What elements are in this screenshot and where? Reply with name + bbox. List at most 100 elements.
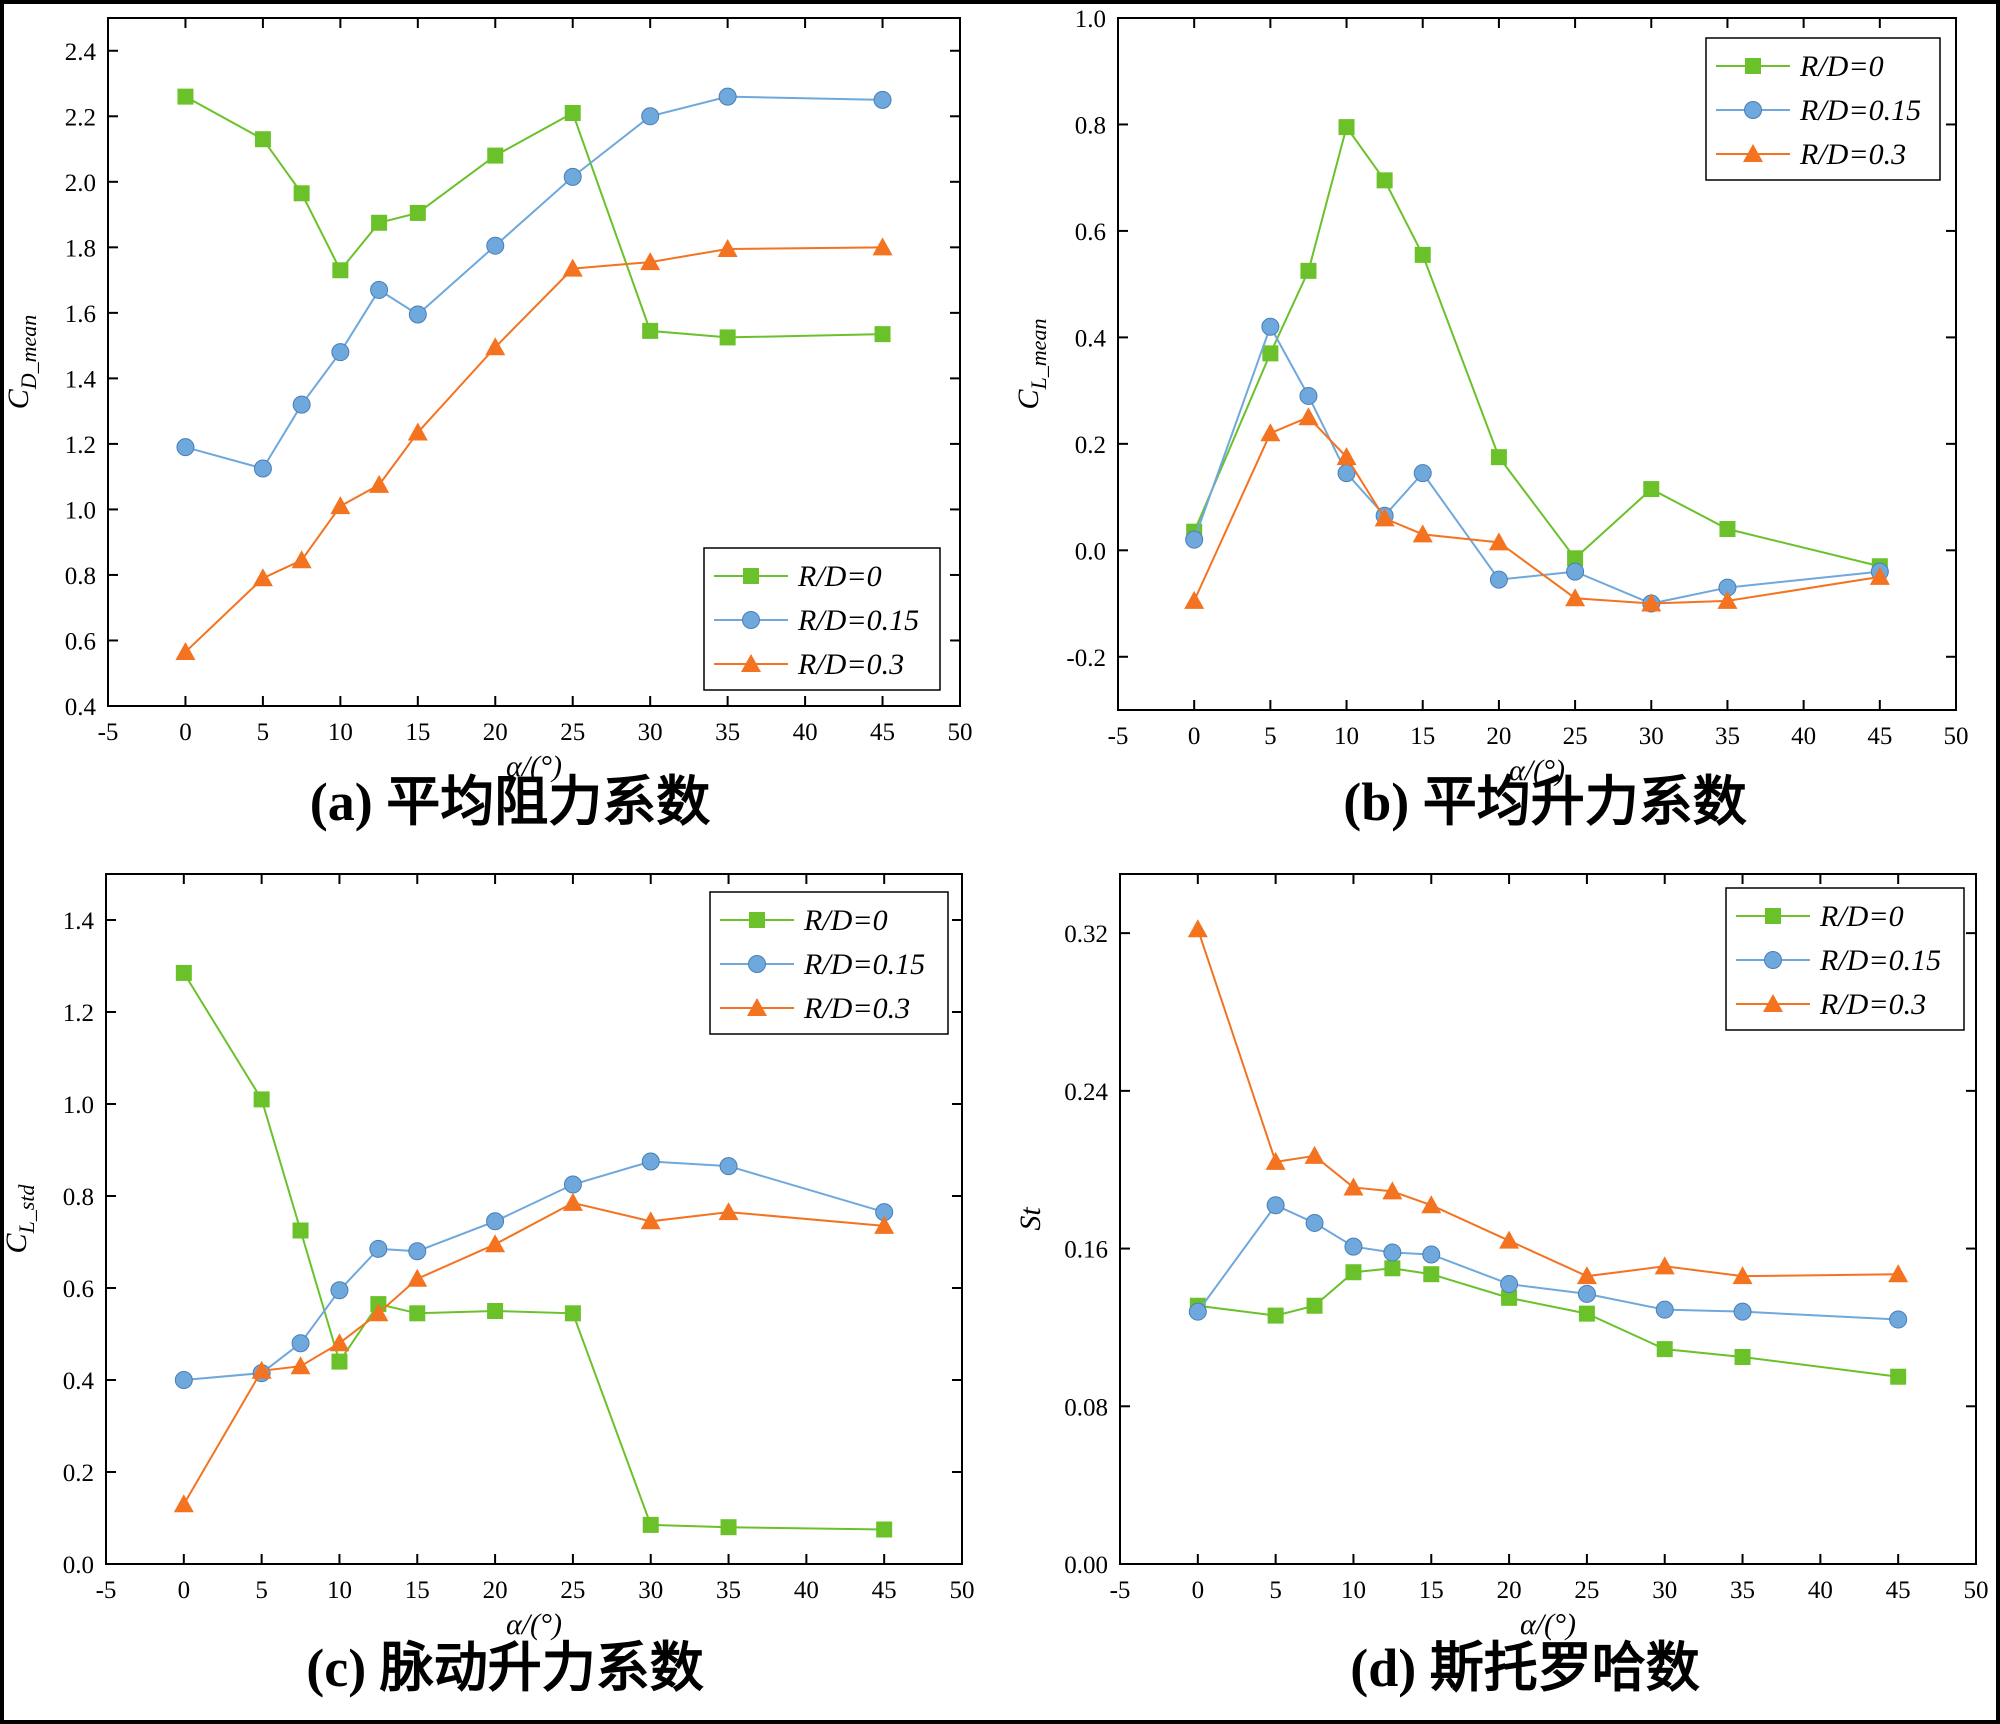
y-tick-label: 0.2	[1075, 432, 1106, 459]
legend: R/D=0 R/D=0.15 R/D=0.3	[1725, 887, 1965, 1031]
data-point	[1577, 1284, 1596, 1303]
data-point	[175, 964, 192, 981]
y-tick-label: 0.6	[65, 628, 96, 655]
x-tick-label: 40	[1791, 723, 1816, 750]
legend: R/D=0 R/D=0.15 R/D=0.3	[1705, 37, 1941, 181]
legend-marker	[741, 654, 761, 672]
y-tick-label: 0.24	[1064, 1079, 1108, 1106]
data-point	[1266, 1196, 1285, 1215]
y-tick-label: 0.16	[1064, 1237, 1108, 1264]
legend: R/D=0 R/D=0.15 R/D=0.3	[709, 891, 949, 1035]
data-point	[1187, 919, 1208, 938]
y-tick-label: 2.2	[65, 104, 96, 131]
series-R/D=0.15	[1185, 317, 1889, 613]
plot-frame	[1119, 873, 1977, 1565]
data-point	[1643, 481, 1660, 498]
legend-label: R/D=0.3	[803, 992, 910, 1025]
x-tick-label: 45	[872, 1577, 897, 1604]
data-point	[563, 1175, 582, 1194]
x-tick-label: 35	[716, 1577, 741, 1604]
x-axis-label: α/(°)	[506, 750, 562, 783]
data-point	[876, 1521, 893, 1538]
y-tick-label: 1.8	[65, 235, 96, 262]
y-tick-label: 0.0	[63, 1552, 94, 1579]
chart-d: -5 0 5 10 15 20 25 30 35 40 45 50 0.00 0.08 0.16 0.24 0.…	[1014, 873, 1989, 1698]
x-tick-label: 15	[1410, 723, 1435, 750]
data-point	[290, 1356, 311, 1375]
x-tick-label: 25	[1574, 1577, 1599, 1604]
series-line	[182, 1201, 885, 1505]
data-point	[1306, 1297, 1323, 1314]
data-point	[1422, 1245, 1441, 1264]
x-tick-label: 0	[1192, 1577, 1205, 1604]
x-tick-label: 10	[1341, 1577, 1366, 1604]
y-tick-label: 0.6	[63, 1276, 94, 1303]
data-point	[253, 1091, 270, 1108]
legend-label: R/D=0.3	[1799, 138, 1906, 171]
data-point	[564, 105, 581, 122]
y-tick-label: 1.0	[63, 1092, 94, 1119]
data-point	[330, 496, 351, 515]
data-point	[1734, 1349, 1751, 1365]
x-tick-label: 45	[1886, 1577, 1911, 1604]
y-tick-label: -0.2	[1066, 645, 1106, 672]
data-point	[642, 322, 659, 339]
x-tick-label: 45	[870, 719, 895, 746]
data-point	[1421, 1195, 1442, 1214]
data-point	[176, 438, 195, 457]
legend-marker	[748, 955, 766, 973]
data-point	[1184, 590, 1205, 609]
y-tick-label: 0.32	[1064, 921, 1108, 948]
data-point	[564, 1305, 581, 1322]
y-axis-label: CL_mean	[1012, 319, 1051, 410]
panel-caption: (d) 斯托罗哈数	[1350, 1638, 1700, 1698]
data-point	[292, 1222, 309, 1239]
data-point	[641, 1152, 660, 1171]
y-tick-label: 0.08	[1064, 1394, 1108, 1421]
panel-caption: (c) 脉动升力系数	[306, 1638, 703, 1698]
x-tick-label: 30	[638, 1577, 663, 1604]
data-point	[409, 204, 426, 221]
data-point	[1188, 1302, 1207, 1321]
series-R/D=0.3	[173, 1192, 895, 1513]
x-tick-label: 10	[1334, 723, 1359, 750]
legend-label: R/D=0	[797, 560, 882, 593]
data-point	[1414, 246, 1431, 263]
y-tick-label: 0.8	[63, 1184, 94, 1211]
legend-label: R/D=0.15	[803, 948, 925, 981]
legend-label: R/D=0.15	[1799, 94, 1921, 127]
x-tick-label: 5	[255, 1577, 268, 1604]
data-point	[175, 641, 196, 660]
data-point	[1890, 1368, 1907, 1385]
series-R/D=0.3	[1187, 919, 1909, 1285]
x-tick-label: 30	[1652, 1577, 1677, 1604]
data-point	[251, 1360, 272, 1379]
y-tick-label: 0.0	[1075, 538, 1106, 565]
data-point	[1869, 566, 1890, 585]
series-R/D=0	[177, 88, 891, 346]
data-point	[1298, 407, 1319, 426]
y-tick-label: 0.8	[65, 563, 96, 590]
x-tick-label: 15	[405, 1577, 430, 1604]
legend-label: R/D=0	[803, 904, 888, 937]
legend-label: R/D=0	[1799, 50, 1884, 83]
data-point	[1565, 588, 1586, 607]
data-point	[1338, 119, 1355, 136]
data-point	[1265, 1151, 1286, 1170]
data-point	[1719, 521, 1736, 538]
data-point	[874, 1215, 895, 1234]
data-point	[1655, 1300, 1674, 1319]
x-axis-label: α/(°)	[506, 1608, 562, 1641]
data-point	[293, 185, 310, 202]
data-point	[370, 280, 389, 299]
y-tick-label: 1.4	[63, 908, 95, 935]
data-point	[1384, 1260, 1401, 1277]
data-point	[1578, 1305, 1595, 1322]
x-tick-label: 15	[1419, 1577, 1444, 1604]
data-point	[487, 1303, 504, 1319]
data-point	[1488, 532, 1509, 551]
data-point	[1576, 1266, 1597, 1285]
y-tick-label: 0.4	[65, 694, 97, 721]
data-point	[1304, 1145, 1325, 1164]
